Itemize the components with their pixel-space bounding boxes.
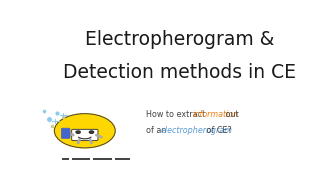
Text: How to extract: How to extract	[146, 110, 207, 119]
Circle shape	[54, 114, 115, 148]
Text: electropherogram: electropherogram	[161, 126, 233, 135]
Circle shape	[76, 131, 80, 133]
FancyBboxPatch shape	[72, 129, 98, 141]
Text: of CE?: of CE?	[204, 126, 232, 135]
Text: out: out	[223, 110, 238, 119]
FancyBboxPatch shape	[61, 128, 70, 139]
Text: information: information	[193, 110, 239, 119]
Text: Electropherogram &: Electropherogram &	[84, 30, 274, 49]
Circle shape	[89, 131, 94, 133]
Text: Detection methods in CE: Detection methods in CE	[63, 62, 296, 82]
Text: of an: of an	[146, 126, 168, 135]
